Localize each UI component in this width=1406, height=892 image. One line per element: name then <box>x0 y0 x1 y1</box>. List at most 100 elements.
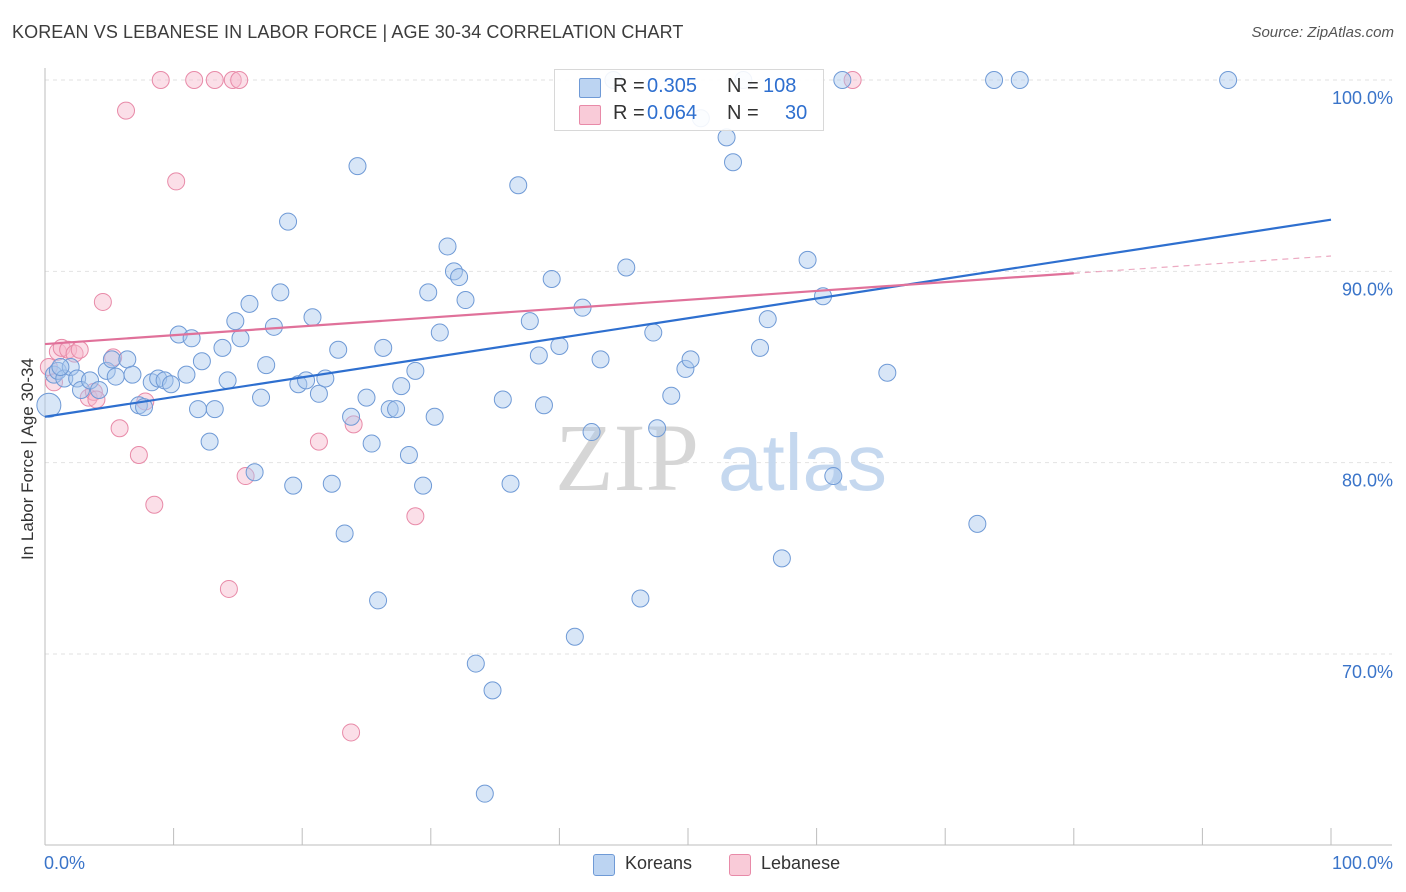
lebanese-point <box>151 71 170 89</box>
lebanese-swatch <box>579 105 601 125</box>
r-value: 0.305 <box>647 75 698 97</box>
n-label: N = <box>727 102 759 124</box>
lebanese-point <box>342 723 361 742</box>
lebanese-point <box>185 71 204 89</box>
korean-point <box>329 340 348 359</box>
korean-point <box>456 291 475 310</box>
lebanese-point <box>309 432 328 451</box>
lebanese-point <box>110 419 129 438</box>
korean-point <box>631 589 650 608</box>
korean-point <box>200 432 219 451</box>
korean-point <box>878 363 897 382</box>
lebanese-point <box>205 71 224 89</box>
korean-point <box>717 128 736 147</box>
korean-point <box>617 258 636 277</box>
korean-point <box>450 268 469 287</box>
korean-point <box>534 396 553 415</box>
watermark-zip: ZIP <box>555 404 699 511</box>
korean-point <box>483 681 502 700</box>
korean-point <box>189 400 208 419</box>
koreans-swatch <box>593 854 615 876</box>
korean-point <box>348 157 367 176</box>
korean-point <box>303 308 322 327</box>
korean-point <box>425 407 444 426</box>
korean-point <box>205 400 224 419</box>
source-label: Source: ZipAtlas.com <box>1251 24 1394 41</box>
n-value: 108 <box>763 75 797 97</box>
legend-label-lebanese: Lebanese <box>761 853 841 873</box>
korean-point <box>751 338 770 357</box>
korean-point <box>335 524 354 543</box>
grid-lines <box>45 79 1392 655</box>
x-tick-label: 100.0% <box>1332 853 1393 873</box>
korean-point <box>798 250 817 269</box>
axes <box>44 68 1392 846</box>
korean-point <box>392 377 411 396</box>
korean-point <box>257 356 276 375</box>
korean-point <box>520 312 539 331</box>
y-tick-label: 100.0% <box>1332 88 1393 108</box>
r-value: 0.064 <box>647 102 698 124</box>
korean-point <box>501 474 520 493</box>
chart-title: KOREAN VS LEBANESE IN LABOR FORCE | AGE … <box>12 22 684 42</box>
korean-point <box>648 419 667 438</box>
korean-point <box>118 350 137 369</box>
korean-point <box>681 350 700 369</box>
korean-point <box>271 283 290 302</box>
korean-point <box>406 361 425 380</box>
korean-point <box>369 591 388 610</box>
korean-point <box>399 446 418 465</box>
r-label: R = <box>613 102 645 124</box>
lebanese-point <box>129 446 148 465</box>
korean-point <box>529 346 548 365</box>
y-tick-label: 80.0% <box>1342 471 1393 491</box>
korean-point <box>218 371 237 390</box>
korean-point <box>565 627 584 646</box>
korean-point <box>97 361 116 380</box>
korean-point <box>438 237 457 256</box>
korean-point <box>297 371 316 390</box>
lebanese-trend-line <box>44 272 1074 346</box>
korean-point <box>51 358 70 376</box>
korean-point <box>213 338 232 357</box>
korean-point <box>724 153 743 172</box>
lebanese-point <box>843 71 862 89</box>
lebanese-point <box>70 340 89 359</box>
y-axis-label: In Labor Force | Age 30-34 <box>18 358 37 560</box>
lebanese-swatch <box>729 854 751 876</box>
korean-point <box>676 359 695 378</box>
korean-point <box>644 323 663 342</box>
legend-row-koreans: R = 0.305 N = 108 <box>555 73 823 101</box>
korean-point <box>245 463 264 482</box>
korean-point <box>444 262 463 281</box>
korean-point <box>61 358 80 376</box>
stats-legend: R = 0.305 N = 108 R = 0.064 N = 30 <box>554 69 824 131</box>
korean-point <box>772 549 791 568</box>
korean-point <box>430 323 449 342</box>
r-label: R = <box>613 75 645 97</box>
korean-point <box>36 392 62 418</box>
lebanese-point <box>93 292 112 311</box>
watermark: ZIP atlas <box>555 404 887 511</box>
lebanese-point <box>167 172 186 191</box>
korean-point <box>591 350 610 369</box>
korean-point <box>231 329 250 348</box>
korean-point <box>758 310 777 329</box>
korean-point <box>342 407 361 426</box>
y-tick-label: 90.0% <box>1342 279 1393 299</box>
korean-point <box>192 352 211 371</box>
legend-row-lebanese: R = 0.064 N = 30 <box>555 100 823 128</box>
trend-lines <box>44 218 1332 418</box>
korean-series <box>36 71 1238 803</box>
korean-point <box>279 212 298 231</box>
korean-point <box>90 380 109 399</box>
lebanese-point <box>223 71 242 89</box>
koreans-swatch <box>579 78 601 98</box>
korean-point <box>226 312 245 331</box>
lebanese-series <box>39 71 862 742</box>
korean-point <box>387 400 406 419</box>
korean-point <box>968 514 987 533</box>
korean-point <box>55 369 74 388</box>
korean-point <box>106 367 125 386</box>
korean-point <box>102 350 121 369</box>
